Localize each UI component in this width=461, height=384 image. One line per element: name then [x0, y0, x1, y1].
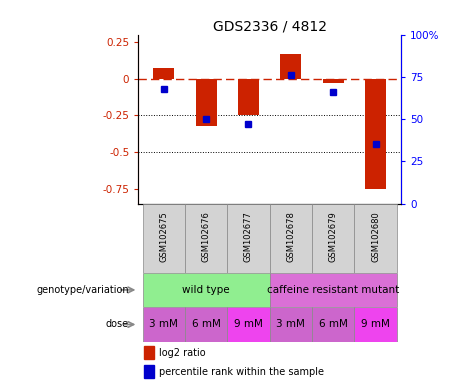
Bar	[280, 54, 301, 79]
Text: GSM102679: GSM102679	[329, 211, 338, 262]
Text: genotype/variation: genotype/variation	[36, 285, 129, 295]
Bar	[323, 79, 344, 83]
Bar	[365, 79, 386, 189]
Bar	[312, 204, 355, 273]
Text: dose: dose	[106, 319, 129, 329]
Bar	[270, 273, 397, 307]
Text: wild type: wild type	[182, 285, 230, 295]
Bar	[185, 307, 227, 342]
Text: GSM102678: GSM102678	[286, 211, 296, 262]
Text: 9 mM: 9 mM	[361, 319, 390, 329]
Text: GSM102677: GSM102677	[244, 211, 253, 262]
Bar	[153, 68, 174, 79]
Bar	[142, 273, 270, 307]
Bar	[355, 307, 397, 342]
Text: 3 mM: 3 mM	[277, 319, 305, 329]
Text: log2 ratio: log2 ratio	[160, 348, 206, 358]
Bar	[227, 307, 270, 342]
Text: GSM102675: GSM102675	[159, 211, 168, 262]
Title: GDS2336 / 4812: GDS2336 / 4812	[213, 20, 327, 33]
Text: GSM102680: GSM102680	[371, 211, 380, 262]
Bar	[142, 204, 185, 273]
Text: 9 mM: 9 mM	[234, 319, 263, 329]
Bar	[143, 365, 154, 378]
Text: GSM102676: GSM102676	[201, 211, 211, 262]
Text: 3 mM: 3 mM	[149, 319, 178, 329]
Bar	[270, 307, 312, 342]
Bar	[355, 204, 397, 273]
Text: 6 mM: 6 mM	[192, 319, 220, 329]
Bar	[270, 204, 312, 273]
Bar	[185, 204, 227, 273]
Text: 6 mM: 6 mM	[319, 319, 348, 329]
Bar	[227, 204, 270, 273]
Bar	[143, 346, 154, 359]
Text: caffeine resistant mutant: caffeine resistant mutant	[267, 285, 399, 295]
Bar	[238, 79, 259, 115]
Bar	[195, 79, 217, 126]
Bar	[312, 307, 355, 342]
Text: percentile rank within the sample: percentile rank within the sample	[160, 367, 325, 377]
Bar	[142, 307, 185, 342]
